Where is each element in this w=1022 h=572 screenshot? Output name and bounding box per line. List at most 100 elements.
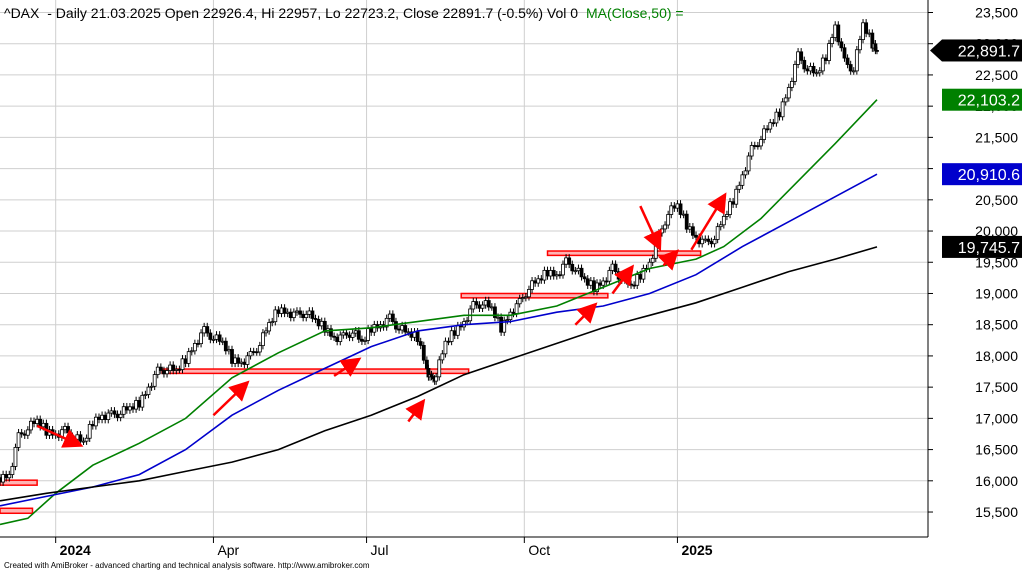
candle-body <box>861 22 865 40</box>
candle-body <box>520 297 525 300</box>
y-tick-label: 15,500 <box>975 504 1018 520</box>
candle-body <box>681 213 686 216</box>
candle-body <box>10 466 15 475</box>
candle-body <box>84 437 89 442</box>
candle-body <box>313 318 318 320</box>
candle-body <box>124 406 129 411</box>
candle-body <box>158 366 163 371</box>
candle-body <box>322 320 327 333</box>
candle-body <box>307 310 312 315</box>
y-tick-label: 19,500 <box>975 254 1018 270</box>
price-tag-label: 20,910.6 <box>958 167 1020 184</box>
candle-body <box>93 416 98 427</box>
ma-line <box>0 173 878 507</box>
x-tick-label: 2025 <box>681 542 712 558</box>
candle-body <box>149 385 154 388</box>
candle-body <box>257 345 262 353</box>
candle-body <box>279 307 284 314</box>
price-tag-label: 22,891.7 <box>958 43 1020 60</box>
y-tick-label: 18,000 <box>975 348 1018 364</box>
candle-body <box>551 270 556 277</box>
x-tick-label: Jul <box>371 542 389 558</box>
candle-body <box>684 213 689 230</box>
candle-body <box>329 328 333 337</box>
x-tick-label: 2024 <box>60 542 91 558</box>
candle-body <box>595 282 599 293</box>
candle-body <box>295 310 299 313</box>
candle-body <box>712 239 717 245</box>
annotation-arrow <box>36 424 84 448</box>
candle-body <box>833 24 838 38</box>
support-zone <box>0 479 38 486</box>
candle-body <box>836 24 841 43</box>
candle-body <box>864 22 869 34</box>
candle-body <box>455 325 460 336</box>
price-tag: 22,103.2 <box>942 88 1022 111</box>
chart-header: ^DAX - Daily 21.03.2025 Open 22926.4, Hi… <box>4 5 684 21</box>
candle-body <box>143 394 148 396</box>
candle-body <box>675 203 680 209</box>
candle-body <box>718 224 723 228</box>
candle-body <box>109 410 114 414</box>
candle-body <box>415 331 420 342</box>
candle-body <box>236 357 241 364</box>
candle-body <box>632 284 637 287</box>
candle-body <box>440 353 445 361</box>
support-zone <box>460 292 609 299</box>
candle-body <box>635 274 640 286</box>
price-tag: 19,745.7 <box>942 235 1022 258</box>
candle-body <box>301 313 306 319</box>
symbol-label: ^DAX <box>4 5 40 21</box>
candle-body <box>746 155 751 172</box>
y-tick-label: 18,500 <box>975 317 1018 333</box>
price-tag-pointer <box>930 39 942 62</box>
candle-body <box>115 413 120 418</box>
candle-body <box>666 214 671 226</box>
annotation-arrow <box>405 398 426 423</box>
candle-body <box>808 65 813 72</box>
candle-body <box>554 274 559 277</box>
price-series <box>0 19 879 526</box>
candle-body <box>267 322 272 332</box>
candle-body <box>217 334 222 342</box>
footer-credit: Created with AmiBroker - advanced charti… <box>4 561 370 570</box>
candle-body <box>254 351 259 354</box>
candle-body <box>715 226 720 240</box>
candle-body <box>196 343 200 345</box>
candle-body <box>505 319 510 321</box>
candle-body <box>245 355 250 365</box>
candle-body <box>703 238 708 241</box>
candle-body <box>400 325 405 331</box>
candle-body <box>208 332 213 340</box>
candle-body <box>338 334 343 342</box>
candle-body <box>106 412 111 421</box>
candle-body <box>875 50 879 52</box>
candle-body <box>839 41 844 49</box>
candle-body <box>41 422 46 428</box>
candle-body <box>706 238 711 242</box>
candle-body <box>604 280 609 283</box>
candle-body <box>29 420 33 431</box>
candle-body <box>530 280 534 290</box>
candle-body <box>347 334 352 338</box>
candle-body <box>607 270 612 282</box>
candle-body <box>799 51 804 61</box>
candle-body <box>789 80 794 88</box>
candle-body <box>152 374 157 387</box>
candle-body <box>72 438 77 441</box>
candle-body <box>177 368 182 371</box>
price-tag-box <box>942 235 1022 258</box>
candle-body <box>768 122 773 130</box>
support-zone <box>0 507 34 515</box>
y-tick-label: 22,500 <box>975 67 1018 83</box>
candle-body <box>725 214 729 217</box>
candle-body <box>356 330 361 340</box>
y-tick-label: 20,500 <box>975 192 1018 208</box>
candle-body <box>709 241 714 245</box>
candle-body <box>360 338 364 342</box>
candle-body <box>780 101 785 118</box>
candle-body <box>140 394 145 408</box>
candle-body <box>369 328 374 333</box>
candle-body <box>827 43 831 61</box>
candle-body <box>22 433 27 436</box>
